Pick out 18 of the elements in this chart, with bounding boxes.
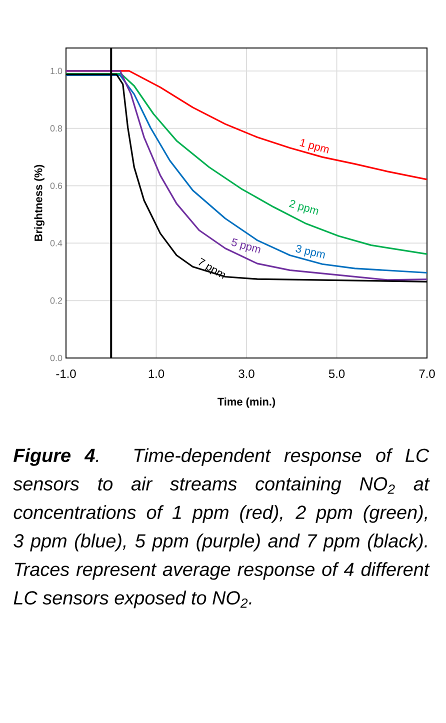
x-tick-label: -1.0 — [56, 370, 76, 378]
x-axis-title: Time (min.) — [218, 398, 276, 408]
text: 3 ppm — [296, 244, 325, 259]
x-tick-label: 1.0 — [148, 370, 164, 378]
y-tick-label: 1.0 — [50, 68, 62, 74]
text: 1 ppm — [300, 139, 329, 154]
y-tick-label: 0.0 — [50, 354, 62, 362]
x-tick-label: 7.0 — [419, 370, 435, 378]
y-axis-title: Brightness (%) — [34, 164, 44, 241]
x-tick-label: 3.0 — [238, 370, 254, 378]
x-tick-label: 5.0 — [328, 370, 345, 378]
text: Figure 4. Time-dependent response of LC sensors to air streams containing NO$_{2}$ at concentrations of 1 ppm (red), 2 ppm (green), 3 ppm (blue), 5 ppm (purple) and 7 ppm (black). Traces represent average response of 4 different LC sensors exposed to NO$_{2}$. — [13, 448, 430, 608]
text: 5 ppm — [231, 238, 260, 254]
y-tick-label: 0.4 — [50, 240, 62, 246]
text: 2 ppm — [288, 200, 318, 215]
y-tick-label: 0.6 — [50, 182, 62, 189]
y-tick-label: 0.2 — [50, 297, 62, 304]
y-tick-label: 0.8 — [50, 125, 62, 132]
